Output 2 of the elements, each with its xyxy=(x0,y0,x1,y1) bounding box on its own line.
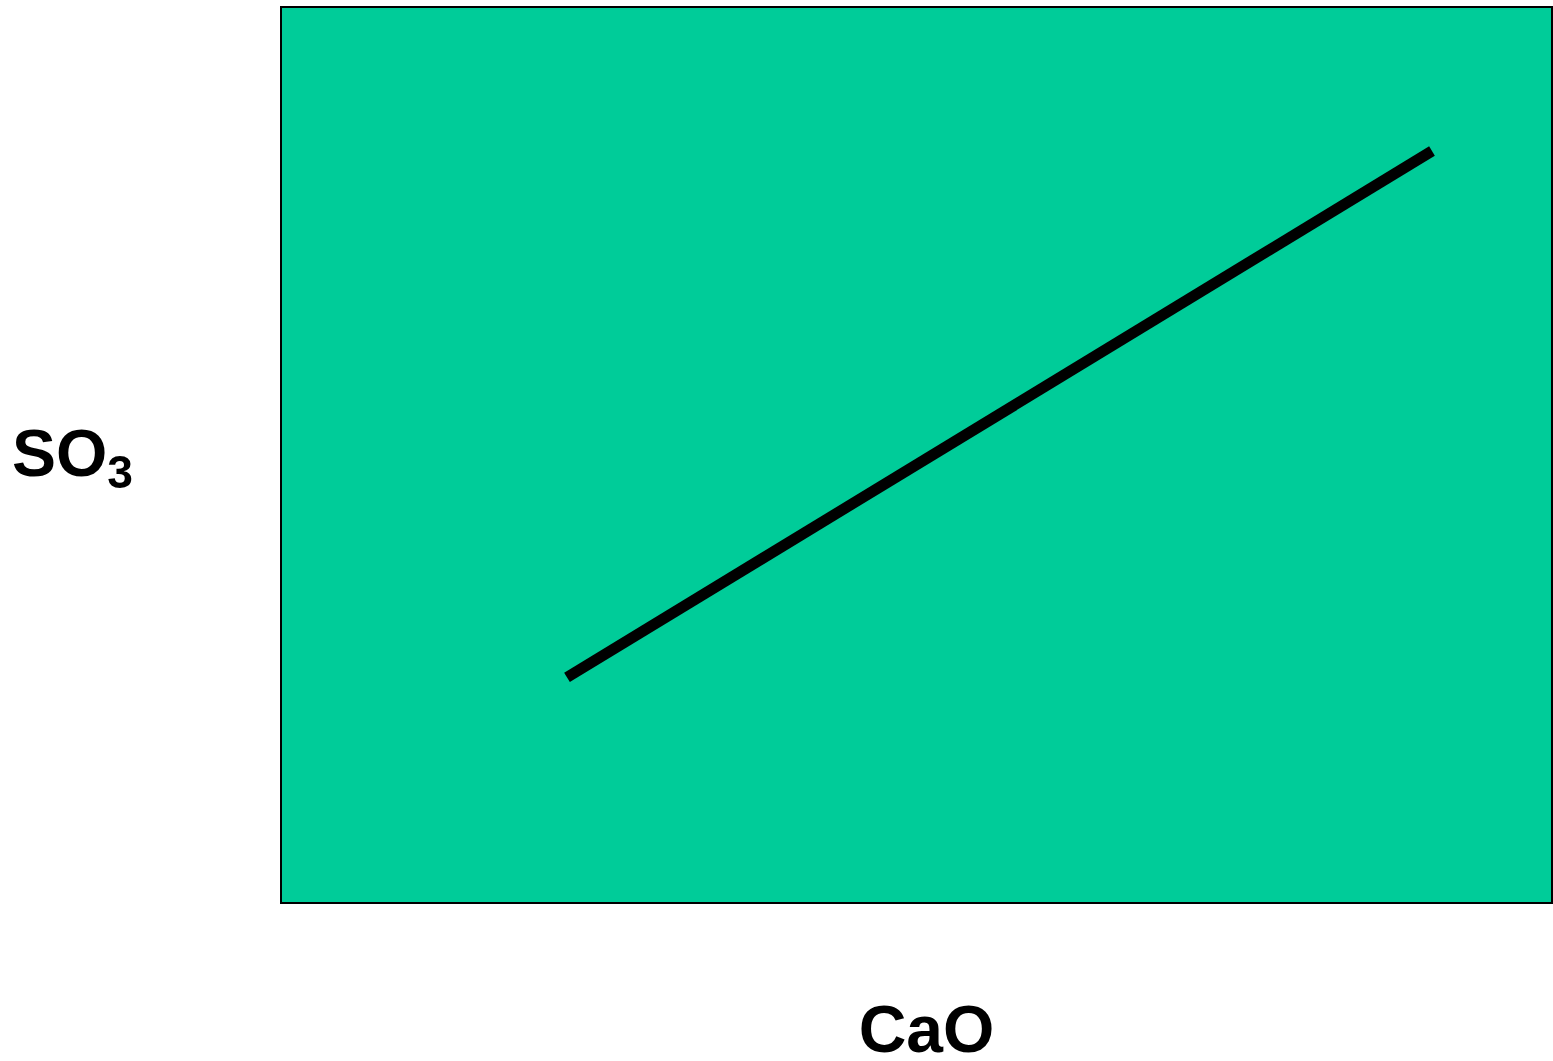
y-axis-title: SO$_{3}$ xyxy=(12,416,134,498)
x-axis-title: CaO xyxy=(858,992,995,1061)
